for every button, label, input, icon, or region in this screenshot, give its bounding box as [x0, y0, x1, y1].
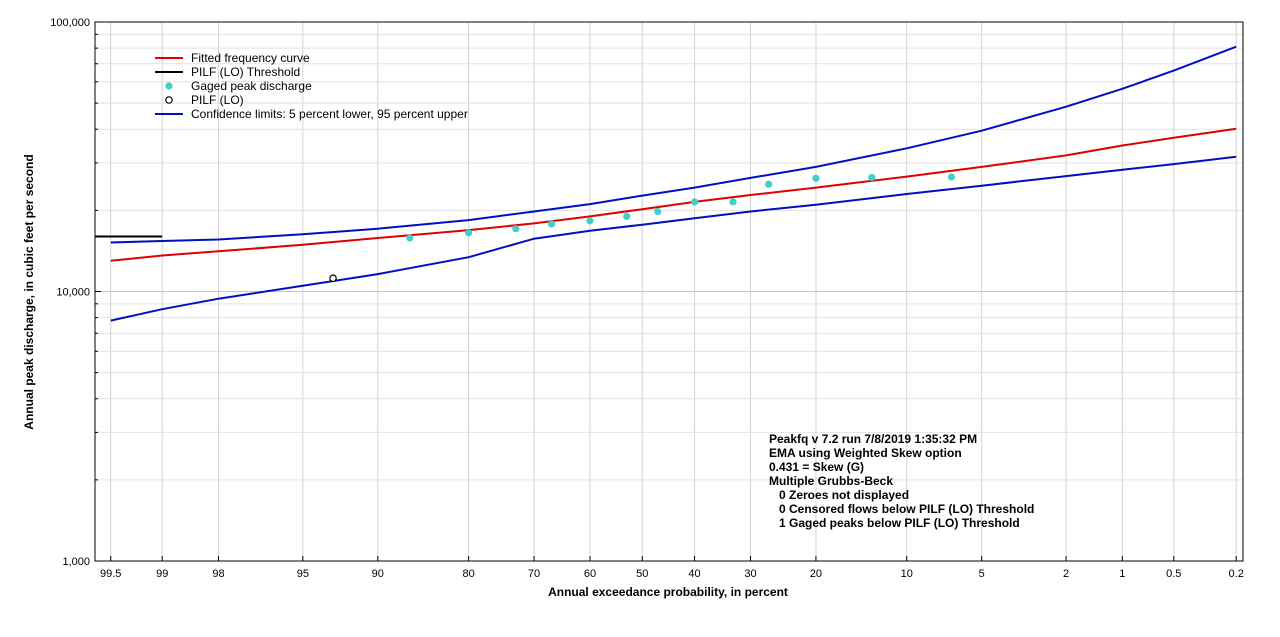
x-tick-label: 50	[636, 568, 648, 580]
fitted-curve-line	[110, 127, 1237, 262]
y-tick-label: 10,000	[56, 287, 90, 299]
y-tick-label: 1,000	[62, 556, 90, 568]
x-tick-label: 70	[528, 568, 540, 580]
x-axis-title: Annual exceedance probability, in percen…	[548, 585, 788, 599]
x-tick-label: 60	[584, 568, 596, 580]
gaged-peak-point	[512, 225, 520, 233]
gaged-peak-point	[464, 229, 473, 237]
annotation-line: Multiple Grubbs-Beck	[769, 474, 893, 488]
annotation-line: 0 Censored flows below PILF (LO) Thresho…	[769, 502, 1034, 516]
y-tick-label: 100,000	[50, 17, 90, 29]
gaged-peak-point	[586, 217, 594, 225]
confidence-lower-line	[110, 155, 1237, 322]
gaged-peak-point	[947, 173, 956, 181]
x-tick-label: 98	[212, 568, 224, 580]
x-tick-label: 95	[297, 568, 309, 580]
gaged-peak-point	[729, 198, 737, 206]
legend-swatch	[165, 82, 173, 90]
x-tick-label: 1	[1119, 568, 1125, 580]
gaged-peak-point	[654, 207, 662, 216]
confidence-upper-line	[110, 45, 1237, 244]
data-series	[95, 45, 1237, 322]
x-tick-label: 30	[744, 568, 756, 580]
annotation-block: Peakfq v 7.2 run 7/8/2019 1:35:32 PMEMA …	[769, 432, 1034, 530]
annotation-line: 0 Zeroes not displayed	[769, 488, 909, 502]
grid-lines	[95, 21, 1243, 562]
x-tick-label: 99	[156, 568, 168, 580]
y-axis-ticks: 1,000 10,000 100,000	[50, 17, 101, 568]
gaged-peak-point	[868, 173, 876, 182]
legend-label: Confidence limits: 5 percent lower, 95 p…	[191, 107, 468, 121]
legend-swatch	[165, 96, 173, 104]
x-tick-label: 0.2	[1229, 568, 1244, 580]
annotation-line: Peakfq v 7.2 run 7/8/2019 1:35:32 PM	[769, 432, 977, 446]
x-tick-label: 5	[979, 568, 985, 580]
legend-label: Fitted frequency curve	[191, 51, 310, 65]
legend-label: PILF (LO) Threshold	[191, 65, 300, 79]
x-tick-label: 99.5	[100, 568, 121, 580]
x-tick-label: 20	[810, 568, 822, 580]
x-tick-label: 2	[1063, 568, 1069, 580]
x-axis-ticks: 99.5 99 98 95 90 80 70 60 50 40 30 20 10 5 2 1 0.5 0.2	[100, 556, 1244, 580]
gaged-peak-point	[690, 198, 699, 206]
gaged-peak-point	[765, 180, 773, 188]
pilf-point	[329, 274, 337, 283]
legend-label: Gaged peak discharge	[191, 79, 312, 93]
x-tick-label: 80	[462, 568, 474, 580]
y-axis-title: Annual peak discharge, in cubic feet per…	[22, 154, 36, 429]
x-tick-label: 90	[372, 568, 384, 580]
x-tick-label: 0.5	[1166, 568, 1181, 580]
gaged-peak-point	[623, 212, 631, 220]
legend-label: PILF (LO)	[191, 93, 244, 107]
annotation-line: EMA using Weighted Skew option	[769, 446, 962, 460]
x-tick-label: 40	[688, 568, 700, 580]
gaged-peak-point	[406, 234, 414, 242]
annotation-line: 0.431 = Skew (G)	[769, 460, 864, 474]
gaged-peak-point	[812, 174, 820, 182]
gaged-peak-point	[547, 220, 556, 228]
annotation-line: 1 Gaged peaks below PILF (LO) Threshold	[769, 516, 1020, 530]
x-tick-label: 10	[901, 568, 913, 580]
